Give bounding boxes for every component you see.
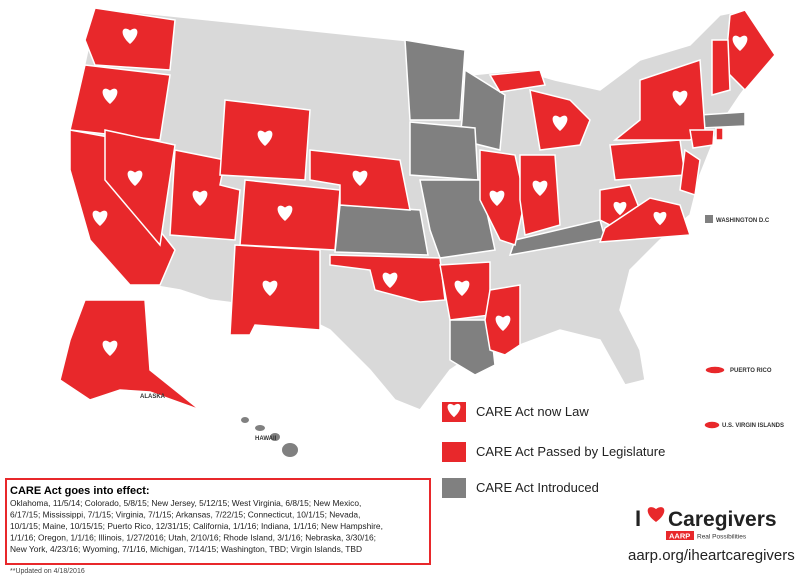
us-map: ALASKA HAWAII PUERTO RICO U.S. VIRGIN IS…	[59, 7, 784, 457]
legend-swatch	[442, 442, 466, 462]
dates-title: CARE Act goes into effect:	[10, 485, 150, 497]
legend-swatch	[442, 478, 466, 498]
legend-label: CARE Act now Law	[476, 404, 589, 419]
dates-line: 1/1/16; Oregon, 1/1/16; Illinois, 1/27/2…	[10, 533, 376, 543]
aarp-logo: AARP	[669, 532, 690, 541]
state	[612, 58, 706, 141]
brand-i: I	[635, 506, 641, 531]
puerto-rico	[704, 365, 726, 375]
state	[404, 39, 466, 121]
map-label: WASHINGTON D.C	[716, 218, 770, 224]
state	[715, 127, 724, 141]
dc-marker	[705, 215, 713, 223]
state	[711, 39, 731, 96]
branding: I Caregivers AARP Real Possibilities aar…	[628, 506, 795, 564]
map-label: HAWAII	[255, 436, 277, 442]
dates-line: 6/17/15; Mississippi, 7/1/15; Virginia, …	[10, 510, 360, 520]
virgin-islands	[703, 420, 721, 430]
state	[699, 111, 746, 129]
legend-label: CARE Act Passed by Legislature	[476, 444, 665, 459]
dates-line: Oklahoma, 11/5/14; Colorado, 5/8/15; New…	[10, 498, 361, 508]
state	[598, 197, 692, 243]
legend-label: CARE Act Introduced	[476, 480, 599, 495]
legend: CARE Act now Law CARE Act Passed by Legi…	[442, 402, 665, 498]
state	[609, 139, 686, 181]
effective-dates: CARE Act goes into effect: Oklahoma, 11/…	[5, 478, 431, 575]
state	[724, 9, 776, 92]
state	[449, 319, 496, 376]
map-label: U.S. VIRGIN ISLANDS	[722, 423, 784, 429]
state	[419, 179, 496, 259]
map-label: ALASKA	[140, 394, 166, 400]
state	[69, 64, 171, 141]
state	[488, 69, 546, 93]
dates-line: 10/1/15; Maine, 10/15/15; Puerto Rico, 1…	[10, 521, 383, 531]
state	[334, 204, 429, 256]
brand-url: aarp.org/iheartcaregivers	[628, 547, 795, 564]
tagline: Real Possibilities	[697, 534, 747, 541]
update-note: **Updated on 4/18/2016	[10, 568, 85, 575]
hawaii	[241, 417, 298, 457]
state	[59, 299, 201, 411]
state	[689, 129, 715, 149]
aarp-badge	[666, 531, 694, 540]
state	[409, 121, 479, 181]
state	[679, 148, 701, 196]
brand-caregivers: Caregivers	[668, 508, 777, 531]
state	[104, 129, 176, 247]
dates-line: New York, 4/23/16; Wyoming, 7/1/16, Mich…	[10, 544, 362, 554]
map-label: PUERTO RICO	[730, 368, 772, 374]
dates-box	[5, 478, 431, 565]
